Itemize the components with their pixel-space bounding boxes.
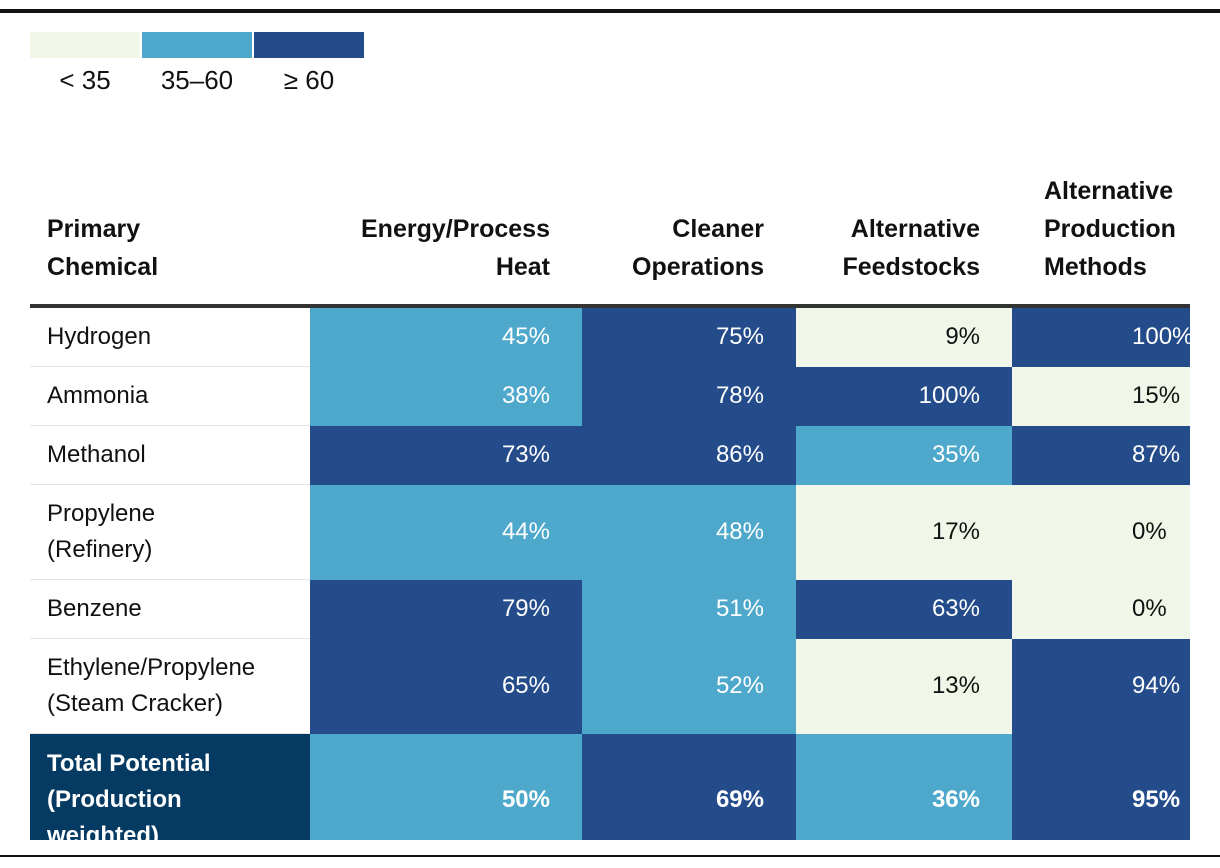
heatmap-cell: 13% <box>796 638 1012 734</box>
legend-label-mid: 35–60 <box>160 65 234 95</box>
legend-swatch-mid <box>142 32 252 58</box>
total-row: Total Potential (Production weighted) 50% 69… <box>30 733 1190 840</box>
text-line: Propylene <box>47 500 156 527</box>
text-line: Methods <box>1044 253 1147 281</box>
heatmap-cell: 44% <box>310 484 582 580</box>
text-line: (Steam Cracker) <box>47 690 224 717</box>
color-legend: < 35 35–60 ≥ 60 <box>30 32 364 96</box>
text-line: (Refinery) <box>47 536 153 563</box>
text-line: Total Potential <box>47 750 211 777</box>
heatmap-cell: 0% <box>1012 484 1190 580</box>
legend-swatch-low <box>30 32 140 58</box>
text-line: Alternative <box>850 215 980 243</box>
row-label: Methanol <box>30 425 310 485</box>
table-row: Benzene 79% 51% 63% 0% <box>30 579 1190 639</box>
heatmap-cell: 38% <box>310 366 582 426</box>
column-header: Energy/Process Heat <box>310 150 582 308</box>
column-header: Alternative Production Methods <box>1012 150 1190 308</box>
heatmap-cell: 73% <box>310 425 582 485</box>
text-line: Heat <box>495 253 550 281</box>
column-header: Cleaner Operations <box>582 150 796 308</box>
header-row: Primary Chemical Energy/Process Heat Cleaner… <box>30 150 1190 308</box>
heatmap-table-wrapper: Primary Chemical Energy/Process Heat Cleaner… <box>30 150 1190 840</box>
heatmap-cell: 79% <box>310 579 582 639</box>
row-label: Ammonia <box>30 366 310 426</box>
legend-swatch-high <box>254 32 364 58</box>
heatmap-cell: 100% <box>796 366 1012 426</box>
column-header: Primary Chemical <box>30 150 310 308</box>
heatmap-cell: 95% <box>1012 733 1190 840</box>
text-line: Energy/Process <box>361 215 550 243</box>
text-line: weighted) <box>47 822 159 840</box>
text-line: Cleaner <box>672 215 764 243</box>
heatmap-cell: 100% <box>1012 306 1190 367</box>
text-line: Ammonia <box>47 382 149 409</box>
legend-label-low: < 35 <box>59 65 111 95</box>
table-row: Ethylene/Propylene (Steam Cracker) 65% 52% 1… <box>30 638 1190 734</box>
row-label: Propylene (Refinery) <box>30 484 310 580</box>
heatmap-cell: 17% <box>796 484 1012 580</box>
legend-label-high: ≥ 60 <box>283 65 335 95</box>
text-line: Ethylene/Propylene <box>47 654 256 681</box>
table-row: Propylene (Refinery) 44% 48% 17% 0% <box>30 484 1190 580</box>
table-row: Methanol 73% 86% 35% 87% <box>30 425 1190 485</box>
text-line: Hydrogen <box>47 323 152 350</box>
heatmap-cell: 65% <box>310 638 582 734</box>
text-line: Alternative <box>1044 177 1174 205</box>
heatmap-cell: 36% <box>796 733 1012 840</box>
table-row: Ammonia 38% 78% 100% 15% <box>30 366 1190 426</box>
bottom-rule <box>0 855 1220 857</box>
heatmap-cell: 45% <box>310 306 582 367</box>
heatmap-cell: 69% <box>582 733 796 840</box>
heatmap-cell: 52% <box>582 638 796 734</box>
heatmap-cell: 94% <box>1012 638 1190 734</box>
text-line: Feedstocks <box>842 253 980 281</box>
text-line: Production <box>1044 215 1176 243</box>
heatmap-cell: 0% <box>1012 579 1190 639</box>
heatmap-cell: 78% <box>582 366 796 426</box>
top-rule <box>0 9 1220 13</box>
heatmap-cell: 48% <box>582 484 796 580</box>
text-line: (Production <box>47 786 182 813</box>
text-line: Benzene <box>47 595 142 622</box>
heatmap-cell: 15% <box>1012 366 1190 426</box>
row-label: Ethylene/Propylene (Steam Cracker) <box>30 638 310 734</box>
text-line: Chemical <box>47 253 159 281</box>
heatmap-cell: 35% <box>796 425 1012 485</box>
heatmap-cell: 51% <box>582 579 796 639</box>
text-line: Primary <box>47 215 141 243</box>
heatmap-cell: 50% <box>310 733 582 840</box>
row-label: Total Potential (Production weighted) <box>30 733 310 840</box>
heatmap-cell: 9% <box>796 306 1012 367</box>
heatmap-cell: 75% <box>582 306 796 367</box>
heatmap-cell: 87% <box>1012 425 1190 485</box>
row-label: Hydrogen <box>30 306 310 367</box>
heatmap-cell: 86% <box>582 425 796 485</box>
heatmap-table: Primary Chemical Energy/Process Heat Cleaner… <box>30 150 1190 840</box>
text-line: Methanol <box>47 441 146 468</box>
heatmap-cell: 63% <box>796 579 1012 639</box>
column-header: Alternative Feedstocks <box>796 150 1012 308</box>
row-label: Benzene <box>30 579 310 639</box>
text-line: Operations <box>632 253 764 281</box>
table-row: Hydrogen 45% 75% 9% 100% <box>30 306 1190 367</box>
